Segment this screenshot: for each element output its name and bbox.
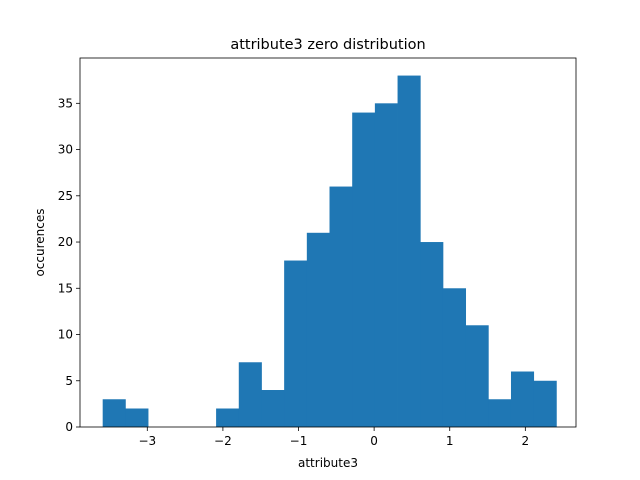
y-tick-label: 10	[58, 328, 73, 342]
histogram-bar	[261, 390, 285, 427]
histogram-bar	[465, 325, 489, 427]
x-tick-label: −1	[290, 434, 308, 448]
y-axis-label: occurences	[33, 208, 47, 276]
histogram-bar	[352, 112, 376, 428]
y-tick-label: 20	[58, 235, 73, 249]
histogram-bar	[533, 380, 557, 427]
histogram-bar	[238, 362, 262, 427]
histogram-bar	[284, 260, 308, 427]
x-tick-label: 1	[446, 434, 454, 448]
histogram-bar	[397, 75, 421, 428]
x-axis-label: attribute3	[298, 456, 358, 470]
x-axis-ticks: −3 −2 −1 0 1 2	[138, 427, 529, 448]
y-tick-label: 0	[65, 420, 73, 434]
bars-group	[102, 75, 557, 428]
y-tick-label: 5	[65, 374, 73, 388]
x-tick-label: 0	[370, 434, 378, 448]
y-tick-label: 25	[58, 189, 73, 203]
x-tick-label: −3	[138, 434, 156, 448]
histogram-bar	[125, 408, 149, 427]
y-tick-label: 30	[58, 143, 73, 157]
y-tick-label: 15	[58, 281, 73, 295]
histogram-bar	[488, 399, 512, 427]
histogram-bar	[306, 232, 330, 427]
plot-frame	[79, 57, 577, 428]
histogram-bar	[102, 399, 126, 427]
chart-title: attribute3 zero distribution	[230, 37, 425, 53]
histogram-bar	[442, 288, 467, 427]
x-tick-label: −2	[214, 434, 232, 448]
y-axis-ticks: 0 5 10 15 20 25 30 35	[58, 96, 80, 434]
histogram-bar	[510, 371, 535, 427]
histogram-bar	[420, 242, 444, 427]
y-tick-label: 35	[58, 96, 73, 110]
histogram-bar	[329, 186, 353, 427]
x-tick-label: 2	[522, 434, 530, 448]
histogram-bar	[374, 103, 398, 427]
histogram-bar	[216, 408, 240, 427]
